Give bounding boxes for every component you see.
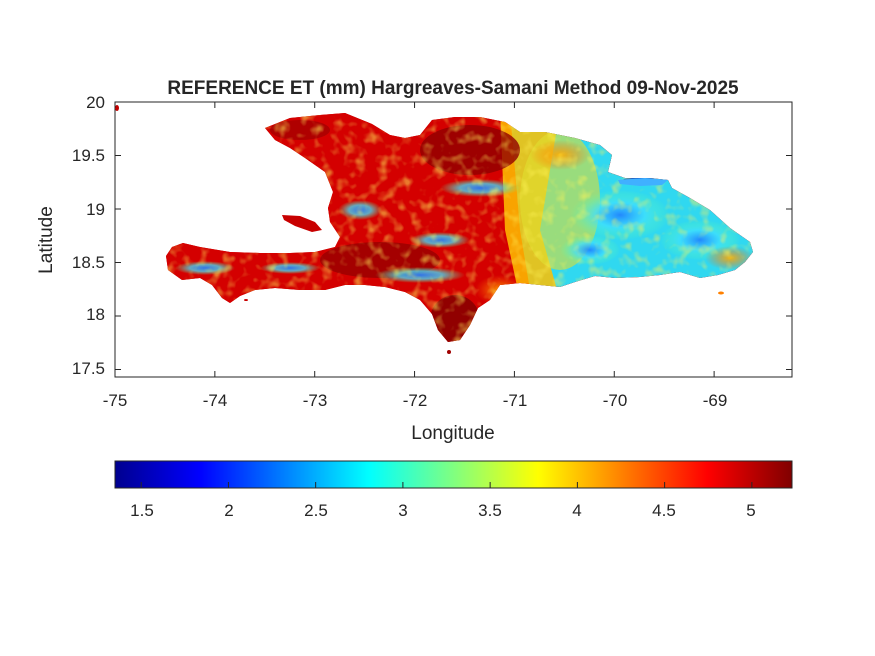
x-axis-label: Longitude <box>411 423 494 444</box>
x-tick-label: -71 <box>503 391 528 410</box>
colorbar-tick-label: 2 <box>224 501 233 520</box>
x-tick-label: -74 <box>203 391 228 410</box>
x-tick-label: -73 <box>303 391 328 410</box>
y-tick-label: 17.5 <box>72 359 105 378</box>
colorbar-tick-label: 4 <box>572 501 581 520</box>
x-tick-label: -72 <box>403 391 428 410</box>
x-tick-labels: -75 -74 -73 -72 -71 -70 -69 <box>103 391 728 410</box>
x-tick-label: -70 <box>603 391 628 410</box>
colorbar-tick-labels: 1.5 2 2.5 3 3.5 4 4.5 5 <box>130 501 756 520</box>
colorbar-tick-label: 4.5 <box>652 501 676 520</box>
axis-ticks <box>114 101 792 377</box>
y-tick-label: 18.5 <box>72 253 105 272</box>
y-tick-label: 19.5 <box>72 146 105 165</box>
colorbar-gradient <box>114 460 793 489</box>
y-tick-label: 18 <box>86 305 105 324</box>
y-tick-label: 19 <box>86 200 105 219</box>
colorbar-tick-label: 3 <box>398 501 407 520</box>
colorbar: 1.5 2 2.5 3 3.5 4 4.5 5 <box>114 460 793 520</box>
x-tick-label: -69 <box>703 391 728 410</box>
chart-title: REFERENCE ET (mm) Hargreaves-Samani Meth… <box>167 78 739 99</box>
y-tick-labels: 20 19.5 19 18.5 18 17.5 <box>72 93 105 378</box>
y-tick-label: 20 <box>86 93 105 112</box>
colorbar-tick-label: 2.5 <box>304 501 328 520</box>
y-axis-label: Latitude <box>36 206 57 274</box>
colorbar-tick-label: 5 <box>746 501 755 520</box>
colorbar-tick-label: 3.5 <box>478 501 502 520</box>
x-tick-label: -75 <box>103 391 128 410</box>
colorbar-tick-label: 1.5 <box>130 501 154 520</box>
